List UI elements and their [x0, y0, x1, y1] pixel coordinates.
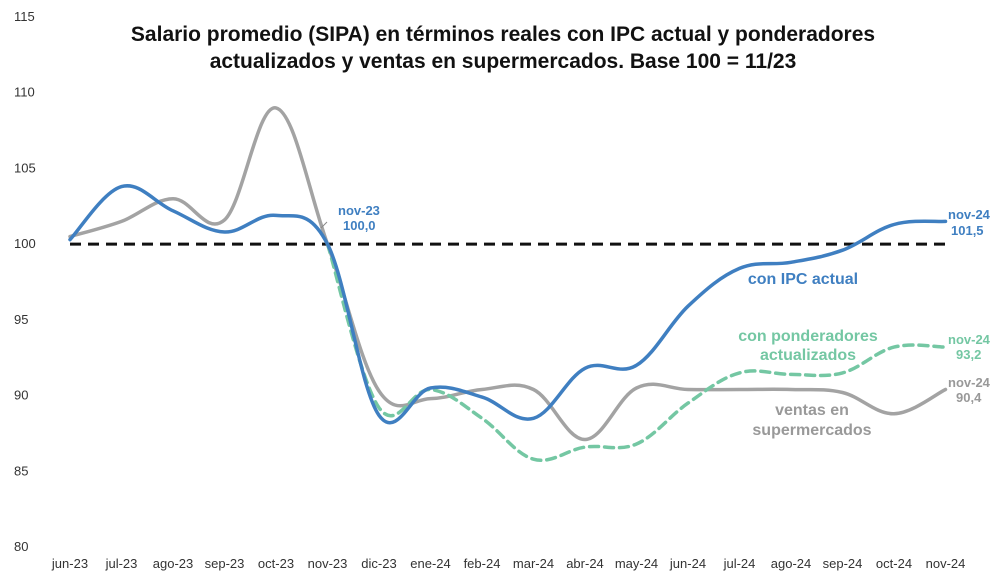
ipc-series-label: con IPC actual: [748, 271, 858, 288]
x-tick-label: ago-24: [771, 556, 811, 571]
x-tick-label: sep-24: [823, 556, 863, 571]
series-line-2: [68, 106, 948, 442]
y-tick-label: 105: [14, 160, 36, 175]
x-tick-label: nov-23: [308, 556, 348, 571]
pond-end-period: nov-24: [948, 332, 991, 347]
series-line-1: [325, 242, 948, 463]
x-axis: jun-23 jul-23 ago-23 sep-23 oct-23 nov-23 dic-…: [51, 556, 965, 571]
ventas-end-value: 90,4: [956, 390, 982, 405]
x-tick-label: jul-23: [105, 556, 138, 571]
x-tick-label: mar-24: [513, 556, 554, 571]
ipc-end-value: 101,5: [951, 223, 984, 238]
series-line-0: [68, 184, 948, 425]
y-tick-label: 110: [14, 85, 35, 100]
x-tick-label: feb-24: [464, 556, 501, 571]
x-tick-label: jul-24: [723, 556, 756, 571]
x-tick-label: jun-23: [51, 556, 88, 571]
ventas-series-label-line2: supermercados: [752, 422, 871, 439]
chart-title-line2: actualizados y ventas en supermercados. …: [210, 50, 797, 73]
x-tick-label: sep-23: [205, 556, 245, 571]
ventas-series-label-line1: ventas en: [775, 402, 849, 419]
x-tick-label: oct-23: [258, 556, 294, 571]
x-tick-label: ago-23: [153, 556, 193, 571]
pond-series-label-line2: actualizados: [760, 347, 856, 364]
y-tick-label: 85: [14, 463, 28, 478]
x-tick-label: may-24: [615, 556, 658, 571]
ipc-end-period: nov-24: [948, 207, 991, 222]
ref-annotation-value: 100,0: [343, 218, 376, 233]
y-tick-label: 90: [14, 388, 28, 403]
x-tick-label: oct-24: [876, 556, 912, 571]
x-tick-label: nov-24: [926, 556, 966, 571]
y-tick-label: 95: [14, 312, 28, 327]
x-tick-label: dic-23: [361, 556, 396, 571]
series-lines: [68, 106, 948, 463]
ref-annotation-period: nov-23: [338, 203, 380, 218]
x-tick-label: jun-24: [669, 556, 706, 571]
y-tick-label: 80: [14, 539, 28, 554]
x-tick-label: ene-24: [410, 556, 450, 571]
y-tick-label: 115: [14, 9, 35, 24]
ref-annotation-leader: [320, 221, 328, 229]
pond-end-value: 93,2: [956, 347, 981, 362]
x-tick-label: abr-24: [566, 556, 604, 571]
ventas-end-period: nov-24: [948, 375, 991, 390]
y-tick-label: 100: [14, 236, 36, 251]
chart-title-line1: Salario promedio (SIPA) en términos real…: [131, 23, 875, 46]
y-axis: 80 85 90 95 100 105 110 115: [14, 9, 36, 554]
pond-series-label-line1: con ponderadores: [738, 328, 878, 345]
